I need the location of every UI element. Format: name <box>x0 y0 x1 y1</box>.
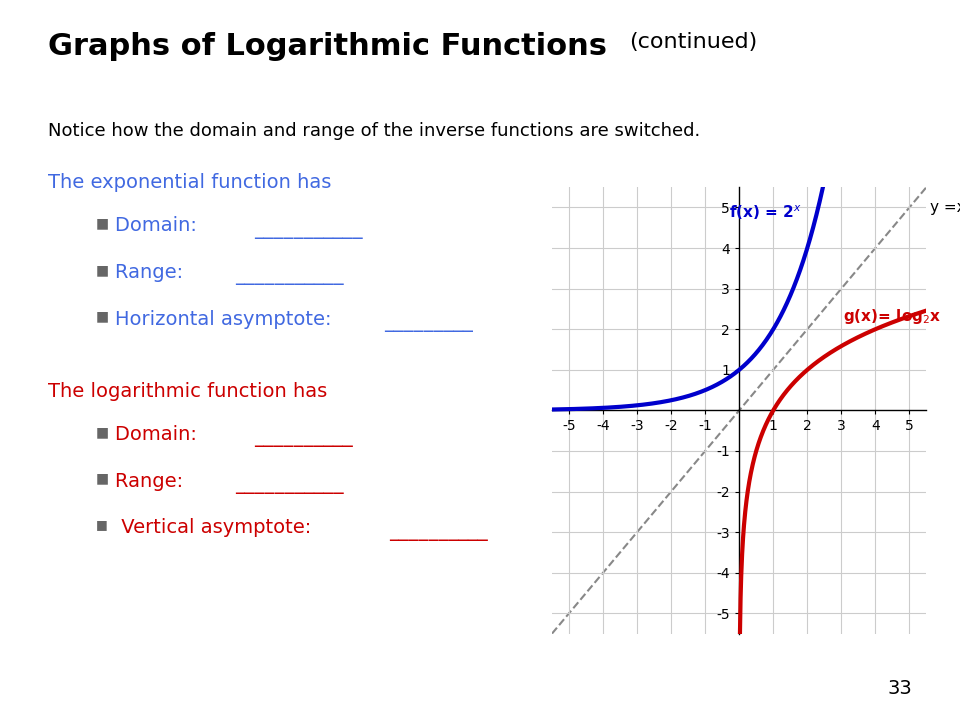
Text: The logarithmic function has: The logarithmic function has <box>48 382 327 400</box>
Text: Vertical asymptote:: Vertical asymptote: <box>115 518 318 537</box>
Text: ___________: ___________ <box>254 220 363 238</box>
Text: Domain:: Domain: <box>115 425 204 444</box>
Text: g(x)= log$_2$x: g(x)= log$_2$x <box>843 307 942 326</box>
Text: 33: 33 <box>887 680 912 698</box>
Text: ___________: ___________ <box>235 266 344 285</box>
Text: The exponential function has: The exponential function has <box>48 173 331 192</box>
Text: Notice how the domain and range of the inverse functions are switched.: Notice how the domain and range of the i… <box>48 122 700 140</box>
Text: Domain:: Domain: <box>115 216 204 235</box>
Text: Range:: Range: <box>115 263 189 282</box>
Text: ■: ■ <box>96 425 109 438</box>
Text: (continued): (continued) <box>629 32 757 53</box>
Text: ■: ■ <box>96 310 109 323</box>
Text: Horizontal asymptote:: Horizontal asymptote: <box>115 310 338 328</box>
Text: __________: __________ <box>389 522 488 541</box>
Text: Graphs of Logarithmic Functions: Graphs of Logarithmic Functions <box>48 32 607 61</box>
Text: __________: __________ <box>254 428 353 447</box>
Text: ■: ■ <box>96 472 109 485</box>
Text: ■: ■ <box>96 263 109 276</box>
Text: ■: ■ <box>96 216 109 230</box>
Text: ■: ■ <box>96 518 108 531</box>
Text: y =x: y =x <box>930 200 960 215</box>
Text: Range:: Range: <box>115 472 189 490</box>
Text: ___________: ___________ <box>235 475 344 494</box>
Text: _________: _________ <box>384 313 473 332</box>
Text: f(x) = 2$^x$: f(x) = 2$^x$ <box>729 204 802 222</box>
